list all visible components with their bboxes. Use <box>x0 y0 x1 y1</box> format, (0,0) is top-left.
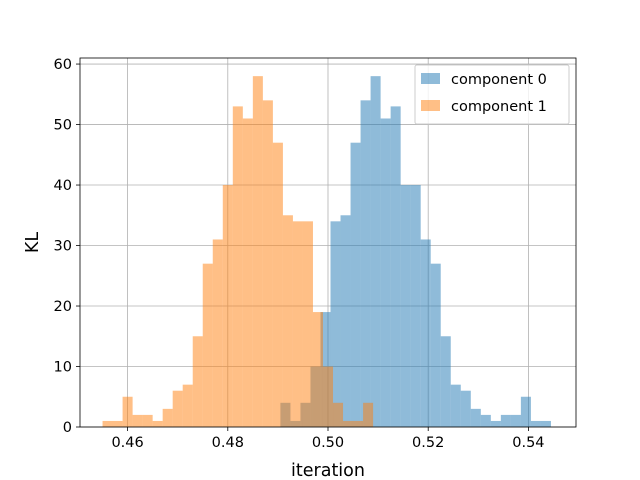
legend: component 0 component 1 <box>414 64 570 125</box>
histogram-bar-component-0 <box>530 420 541 427</box>
y-tick-label: 10 <box>54 360 72 376</box>
histogram-bar-component-0 <box>410 185 421 427</box>
bars <box>102 76 551 428</box>
histogram-bar-component-1 <box>363 402 374 427</box>
histogram-bar-component-1 <box>232 106 243 428</box>
legend-label-component-0: component 0 <box>451 72 547 88</box>
histogram-bar-component-1 <box>312 312 323 427</box>
histogram-bar-component-0 <box>390 106 401 428</box>
histogram-bar-component-1 <box>162 408 173 427</box>
x-tick-label: 0.48 <box>212 435 244 451</box>
histogram-bar-component-0 <box>430 263 441 427</box>
histogram-bar-component-1 <box>212 239 223 427</box>
histogram-bar-component-0 <box>520 396 531 427</box>
histogram-bar-component-1 <box>122 396 133 427</box>
x-axis-label: iteration <box>291 461 365 480</box>
histogram-bar-component-1 <box>242 118 253 427</box>
histogram-bar-component-1 <box>102 420 123 427</box>
x-tick-label: 0.54 <box>512 435 544 451</box>
histogram-bar-component-0 <box>420 239 431 427</box>
histogram-bar-component-0 <box>330 221 341 427</box>
x-tick-label: 0.52 <box>412 435 444 451</box>
histogram-bar-component-0 <box>510 414 521 427</box>
histogram-bar-component-1 <box>333 402 344 427</box>
histogram-bar-component-0 <box>460 390 471 427</box>
histogram-bar-component-1 <box>353 420 364 427</box>
legend-swatch-component-1 <box>421 100 440 111</box>
histogram-bar-component-1 <box>222 185 233 427</box>
legend-box <box>414 64 570 125</box>
histogram-bar-component-0 <box>500 414 511 427</box>
histogram-bar-component-0 <box>440 336 451 427</box>
x-tick-label: 0.46 <box>111 435 143 451</box>
y-tick-label: 50 <box>54 118 72 134</box>
x-tick-label: 0.50 <box>312 435 344 451</box>
histogram-bar-component-1 <box>202 263 213 427</box>
histogram-bar-component-0 <box>490 420 501 427</box>
histogram-bar-component-0 <box>380 118 391 427</box>
histogram-bar-component-0 <box>470 408 481 427</box>
histogram-bar-component-1 <box>282 215 293 427</box>
histogram-bar-component-1 <box>252 76 263 428</box>
histogram-bar-component-1 <box>192 336 203 427</box>
legend-label-component-1: component 1 <box>451 99 547 115</box>
histogram-bar-component-1 <box>302 221 313 427</box>
histogram-bar-component-1 <box>262 100 273 427</box>
histogram-bar-component-1 <box>182 384 193 427</box>
legend-swatch-component-0 <box>421 73 440 84</box>
histogram-bar-component-0 <box>540 420 551 427</box>
histogram-bar-component-1 <box>322 366 334 427</box>
ticks: 0.46 0.48 0.50 0.52 0.54 0 10 20 30 40 50 60 <box>54 57 545 451</box>
y-tick-label: 60 <box>54 57 72 73</box>
histogram-bar-component-1 <box>292 221 303 427</box>
histogram-bar-component-0 <box>480 414 491 427</box>
histogram-bar-component-0 <box>400 185 411 427</box>
histogram-bar-component-0 <box>450 384 461 427</box>
histogram-bar-component-1 <box>172 390 183 427</box>
histogram-bar-component-1 <box>343 420 354 427</box>
histogram-bar-component-1 <box>152 420 163 427</box>
plot-frame <box>79 57 577 428</box>
histogram-bar-component-1 <box>132 414 143 427</box>
histogram-bar-component-0 <box>350 142 361 427</box>
y-tick-label: 30 <box>54 239 72 255</box>
y-tick-label: 20 <box>54 299 72 315</box>
y-axis-label: KL <box>23 232 43 253</box>
y-tick-label: 0 <box>63 420 72 436</box>
histogram-bar-component-1 <box>272 142 283 427</box>
histogram-bar-component-0 <box>340 215 351 427</box>
histogram-bar-component-0 <box>360 100 371 427</box>
histogram-bar-component-1 <box>142 414 153 427</box>
histogram-bar-component-0 <box>370 76 381 428</box>
y-tick-label: 40 <box>54 178 72 194</box>
